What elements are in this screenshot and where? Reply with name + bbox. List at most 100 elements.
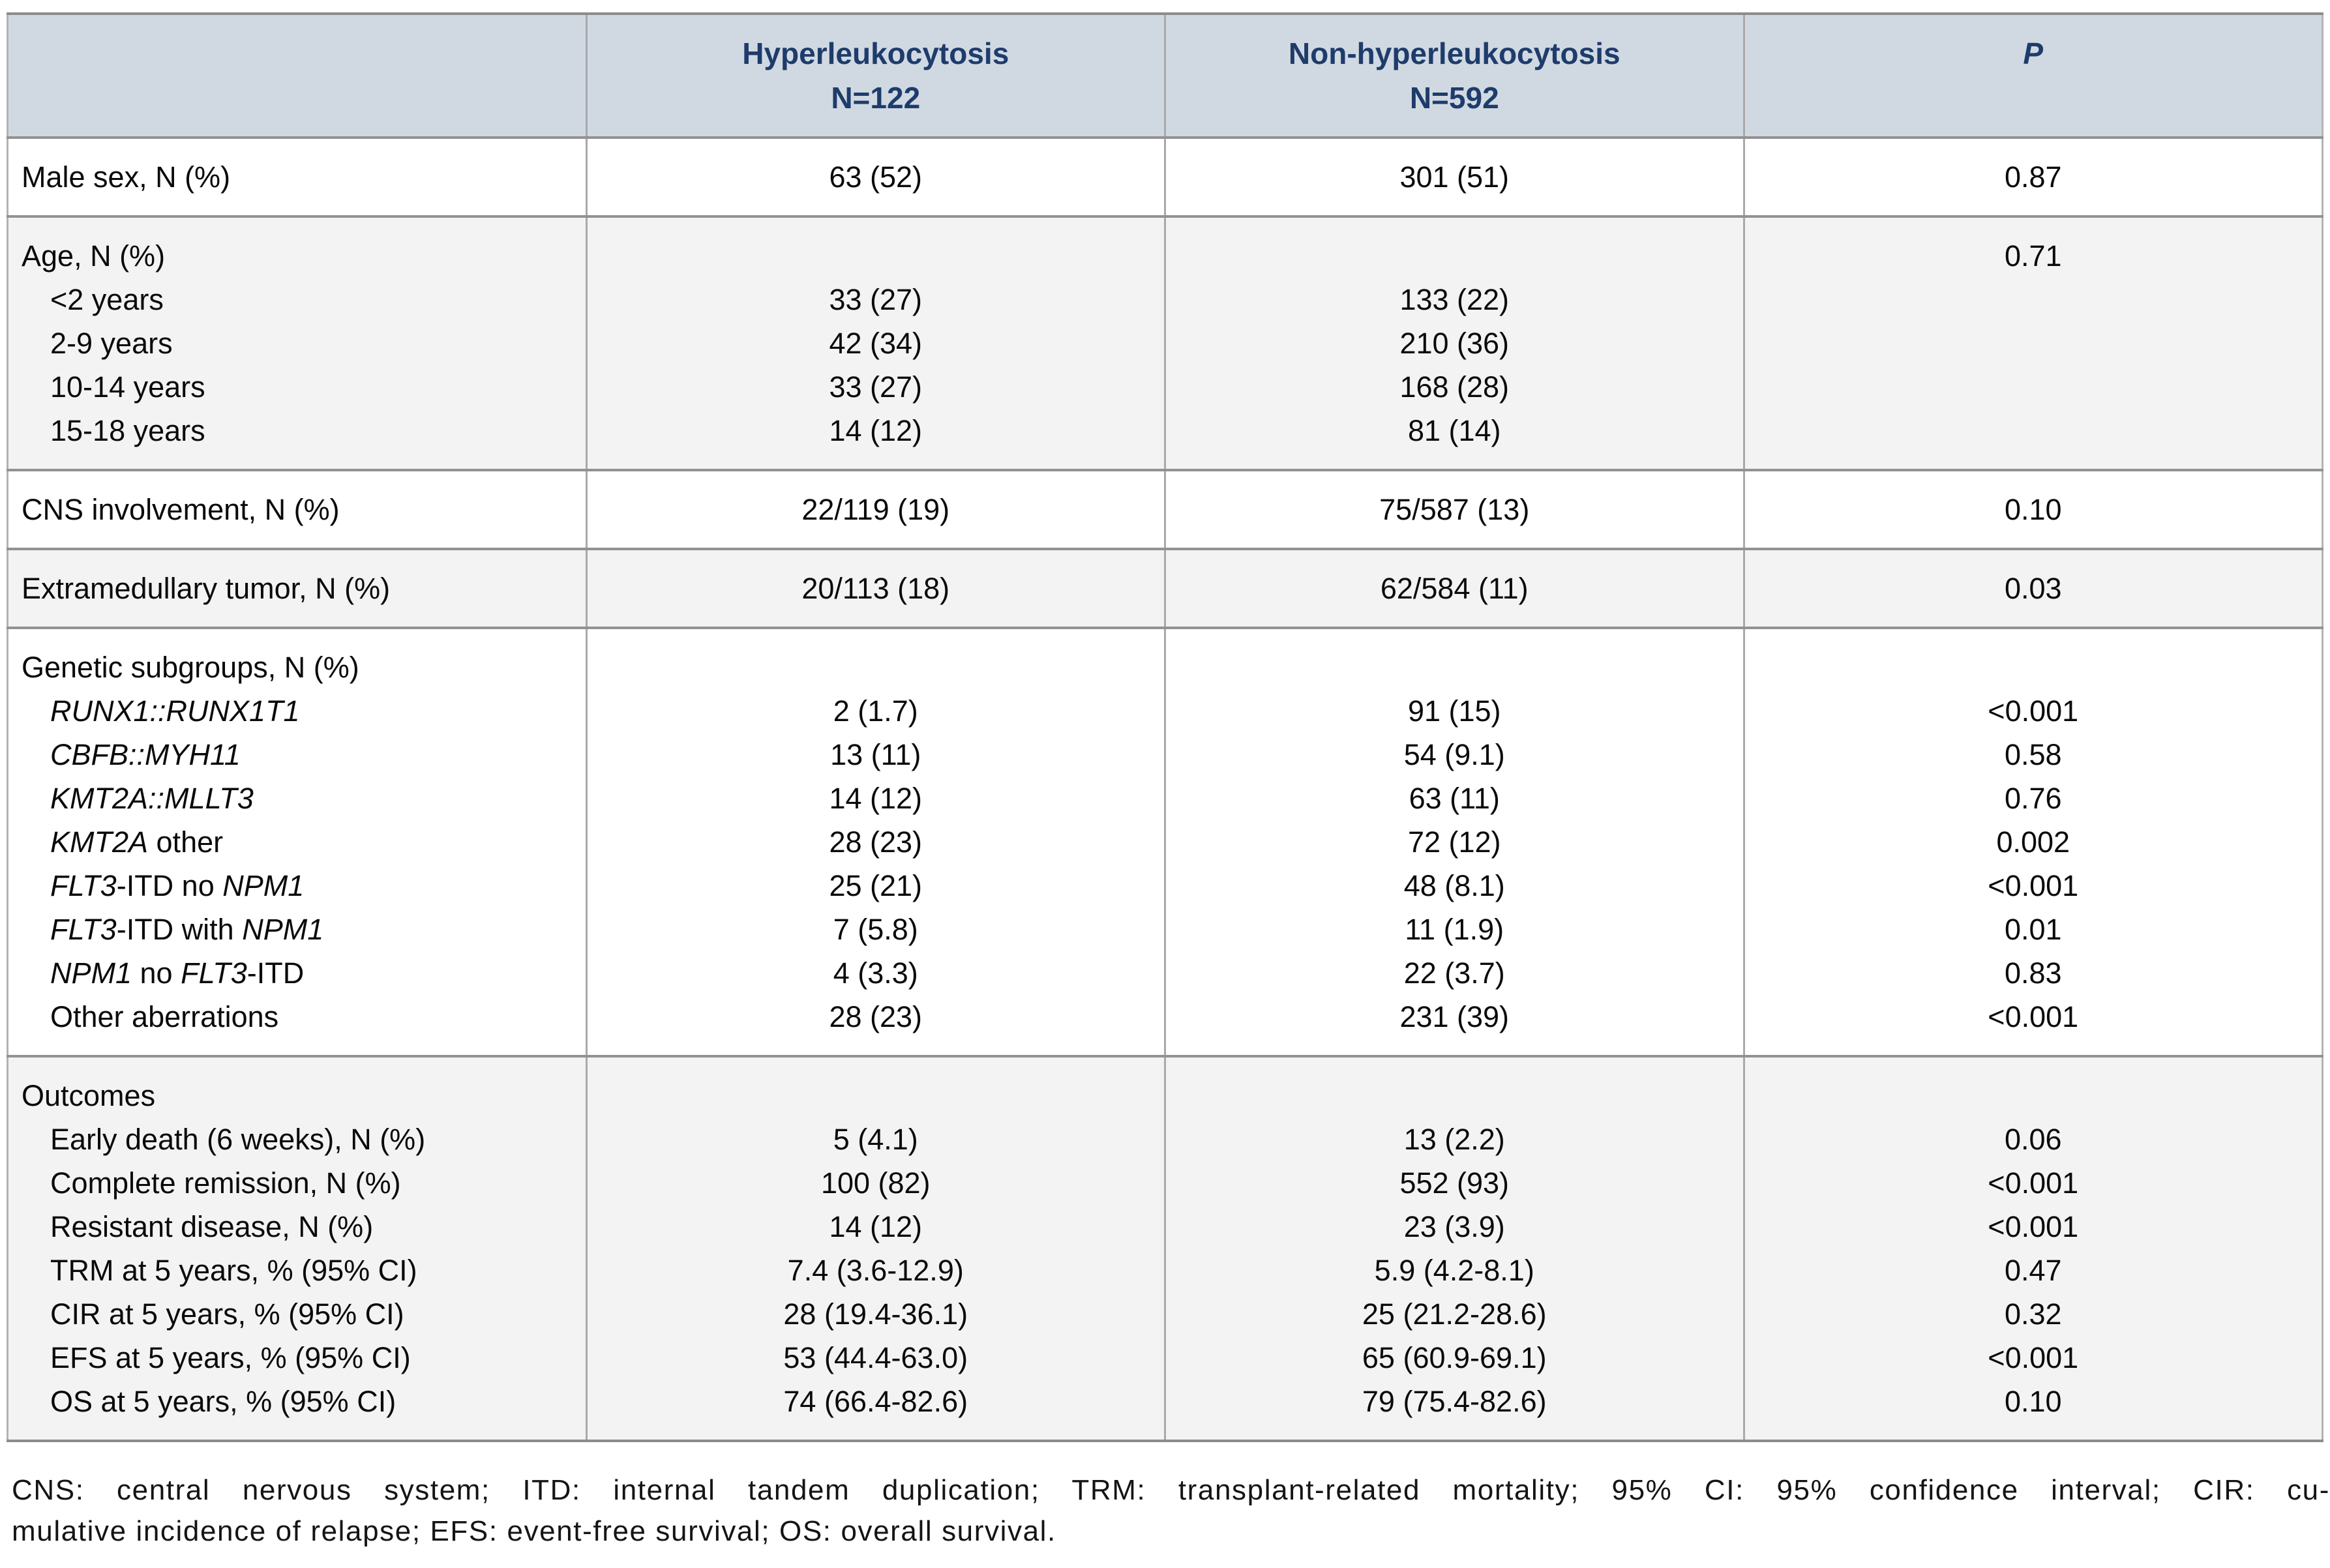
- value-line: 65 (60.9-69.1): [1362, 1341, 1547, 1374]
- extramedullary-tumor-hyperleukocytosis-cell: 20/113 (18): [585, 549, 1165, 628]
- value-line: 4 (3.3): [833, 956, 918, 990]
- label-line: Extramedullary tumor, N (%): [22, 567, 573, 610]
- label-segment: Age, N (%): [22, 239, 166, 273]
- label-segment: other: [148, 825, 224, 859]
- value-line: 25 (21.2-28.6): [1362, 1297, 1547, 1331]
- value-line: 5.9 (4.2-8.1): [1374, 1254, 1534, 1287]
- value-line: <0.001: [1988, 869, 2079, 902]
- male-sex-label-cell: Male sex, N (%): [8, 138, 587, 216]
- label-line: OS at 5 years, % (95% CI): [22, 1380, 573, 1423]
- label-line: CNS involvement, N (%): [22, 488, 573, 531]
- label-line: Early death (6 weeks), N (%): [22, 1117, 573, 1161]
- value-line: 7 (5.8): [833, 913, 918, 946]
- extramedullary-tumor-non-hyperleukocytosis-cell: 62/584 (11): [1164, 549, 1744, 628]
- label-segment: NPM1: [50, 956, 132, 990]
- label-segment: -ITD with: [116, 913, 243, 946]
- label-segment: CNS involvement, N (%): [22, 493, 340, 526]
- label-segment: -ITD: [246, 956, 305, 990]
- value-line: 0.03: [2004, 572, 2062, 605]
- table-header: Hyperleukocytosis N=122 Non-hyperleukocy…: [7, 14, 2323, 138]
- table-body: Male sex, N (%) 63 (52) 301 (51) 0.87 Age, N…: [7, 138, 2323, 1441]
- label-segment: CIR at 5 years, % (95% CI): [50, 1297, 404, 1331]
- value-line: <0.001: [1988, 694, 2079, 728]
- genetic-subgroups-hyperleukocytosis-cell: 2 (1.7) 13 (11) 14 (12) 28 (23) 25 (21) 7 (5.…: [585, 628, 1165, 1056]
- characteristics-table: Hyperleukocytosis N=122 Non-hyperleukocy…: [7, 12, 2323, 1442]
- label-line: NPM1 no FLT3-ITD: [22, 951, 573, 995]
- value-line: 168 (28): [1399, 370, 1510, 404]
- label-line: FLT3-ITD no NPM1: [22, 864, 573, 908]
- genetic-subgroups-label-cell: Genetic subgroups, N (%)RUNX1::RUNX1T1 CB…: [8, 628, 587, 1056]
- value-line: 2 (1.7): [833, 694, 918, 728]
- value-line: 14 (12): [829, 782, 923, 815]
- label-line: CBFB::MYH11: [22, 733, 573, 777]
- label-segment: NPM1: [222, 869, 305, 902]
- footnote-line: mulative incidence of relapse; EFS: even…: [12, 1515, 1056, 1547]
- value-line: 33 (27): [829, 283, 923, 316]
- value-line: 0.01: [2004, 913, 2062, 946]
- value-line: [1758, 278, 2309, 321]
- table-row-outcomes: Outcomes Early death (6 weeks), N (%) Comp…: [7, 1056, 2323, 1441]
- value-line: 13 (11): [830, 738, 921, 771]
- label-line: Outcomes: [22, 1074, 573, 1117]
- label-segment: no: [132, 956, 181, 990]
- value-line: [601, 1074, 1152, 1117]
- age-hyperleukocytosis-cell: 33 (27) 42 (34) 33 (27) 14 (12): [585, 216, 1165, 470]
- outcomes-label-cell: Outcomes Early death (6 weeks), N (%) Comp…: [8, 1056, 587, 1441]
- label-segment: Outcomes: [22, 1079, 156, 1112]
- male-sex-p-cell: 0.87: [1742, 138, 2323, 216]
- label-line: EFS at 5 years, % (95% CI): [22, 1336, 573, 1380]
- footnote: CNS: central nervous system; ITD: intern…: [12, 1470, 2330, 1552]
- value-line: 25 (21): [829, 869, 923, 902]
- cns-involvement-non-hyperleukocytosis-cell: 75/587 (13): [1164, 470, 1744, 549]
- value-line: 74 (66.4-82.6): [783, 1385, 968, 1418]
- value-line: 11 (1.9): [1405, 913, 1504, 946]
- label-segment: OS at 5 years, % (95% CI): [50, 1385, 396, 1418]
- value-line: 0.87: [2004, 160, 2062, 194]
- value-line: 5 (4.1): [833, 1123, 918, 1156]
- age-non-hyperleukocytosis-cell: 133 (22) 210 (36) 168 (28) 81 (14): [1164, 216, 1744, 470]
- age-label-cell: Age, N (%) <2 years 2-9 years 10-14 years 15…: [8, 216, 587, 470]
- value-line: [1179, 234, 1730, 278]
- header-p-label: P: [2023, 37, 2044, 70]
- value-line: <0.001: [1988, 1210, 2079, 1243]
- value-line: <0.001: [1988, 1166, 2079, 1200]
- label-segment: KMT2A: [50, 825, 149, 859]
- label-segment: Early death (6 weeks), N (%): [50, 1123, 426, 1156]
- label-line: CIR at 5 years, % (95% CI): [22, 1292, 573, 1336]
- label-segment: KMT2A::MLLT3: [50, 782, 254, 815]
- label-segment: Other aberrations: [50, 1000, 279, 1033]
- genetic-subgroups-non-hyperleukocytosis-cell: 91 (15) 54 (9.1) 63 (11) 72 (12) 48 (8.1) 11 …: [1164, 628, 1744, 1056]
- value-line: 0.83: [2004, 956, 2062, 990]
- value-line: [1179, 1074, 1730, 1117]
- label-segment: Genetic subgroups, N (%): [22, 651, 359, 684]
- cns-involvement-label-cell: CNS involvement, N (%): [8, 470, 587, 549]
- label-line: RUNX1::RUNX1T1: [22, 689, 573, 733]
- value-line: 48 (8.1): [1403, 869, 1505, 902]
- header-non-hyperleukocytosis-cell: Non-hyperleukocytosis N=592: [1164, 14, 1744, 138]
- header-row: Hyperleukocytosis N=122 Non-hyperleukocy…: [7, 14, 2323, 138]
- value-line: 28 (19.4-36.1): [783, 1297, 968, 1331]
- label-segment: Male sex, N (%): [22, 160, 231, 194]
- label-segment: FLT3: [181, 956, 247, 990]
- table-row-extramedullary-tumor: Extramedullary tumor, N (%) 20/113 (18) 62…: [7, 549, 2323, 628]
- value-line: 81 (14): [1407, 414, 1501, 447]
- footnote-line: CNS: central nervous system; ITD: intern…: [12, 1474, 2330, 1506]
- value-line: 0.10: [2004, 1385, 2062, 1418]
- male-sex-non-hyperleukocytosis-cell: 301 (51): [1164, 138, 1744, 216]
- value-line: 7.4 (3.6-12.9): [787, 1254, 964, 1287]
- label-segment: -ITD no: [116, 869, 223, 902]
- value-line: 20/113 (18): [801, 572, 950, 605]
- value-line: 0.47: [2004, 1254, 2062, 1287]
- value-line: 0.32: [2004, 1297, 2062, 1331]
- genetic-subgroups-p-cell: <0.001 0.58 0.76 0.002 <0.001 0.01 0.83 <0.001: [1742, 628, 2323, 1056]
- label-segment: Complete remission, N (%): [50, 1166, 401, 1200]
- label-line: KMT2A::MLLT3: [22, 777, 573, 820]
- age-p-cell: 0.71: [1742, 216, 2323, 470]
- value-line: [1758, 645, 2309, 689]
- value-line: 14 (12): [829, 414, 923, 447]
- label-segment: FLT3: [50, 869, 117, 902]
- value-line: 14 (12): [829, 1210, 923, 1243]
- header-hyperleukocytosis-title: Hyperleukocytosis: [742, 37, 1009, 70]
- label-line: TRM at 5 years, % (95% CI): [22, 1249, 573, 1292]
